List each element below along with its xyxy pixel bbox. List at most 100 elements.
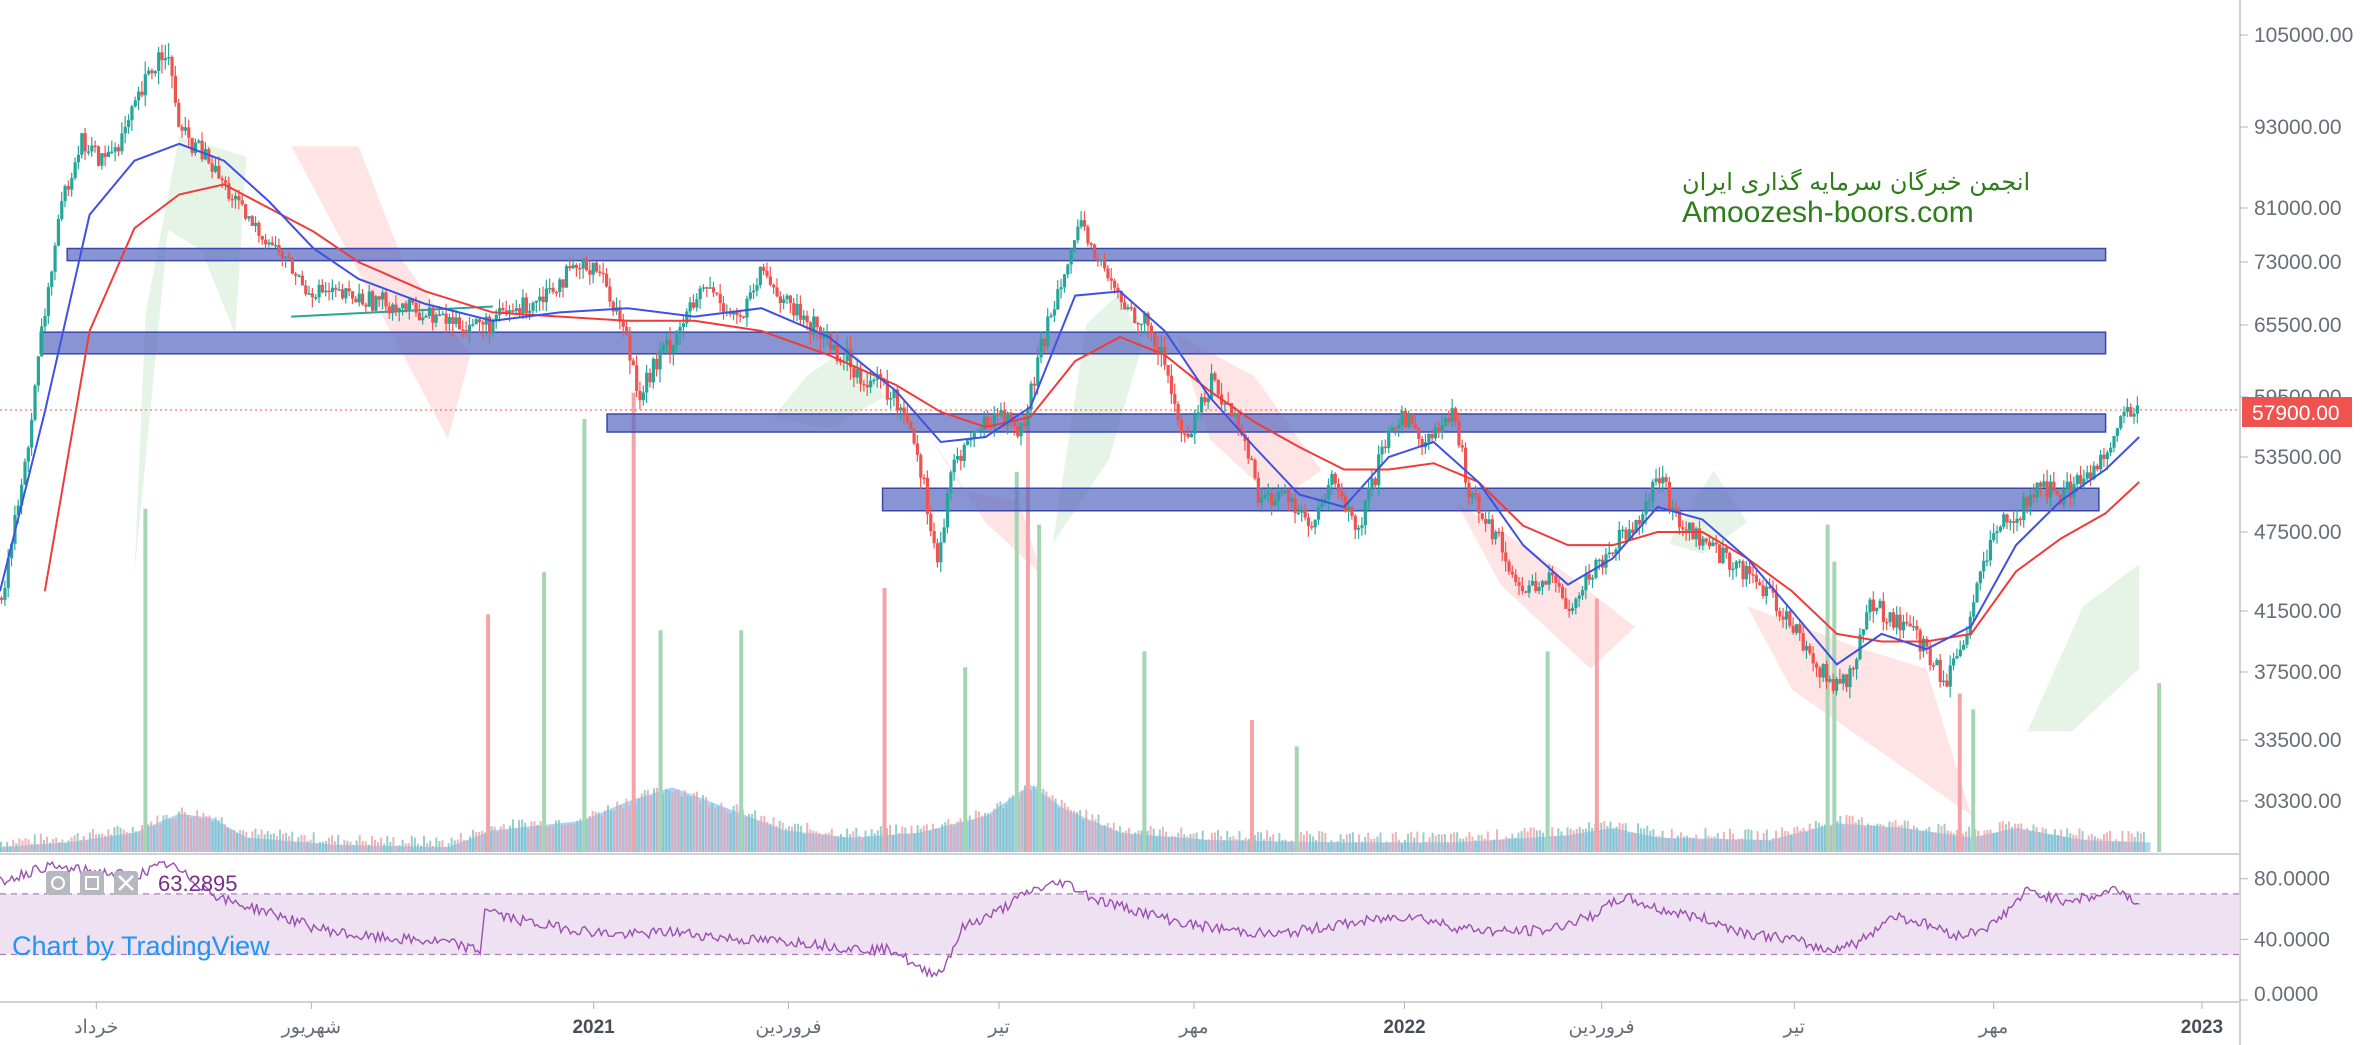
candle-body [521,297,525,313]
candle-body [1143,313,1147,324]
candle-body [1253,459,1257,479]
time-axis[interactable]: خرداد شهریور 2021 فروردین تیر مهر 2022 فروردین ت… [74,1002,2223,1038]
price-axis[interactable]: 105000.00 93000.00 81000.00 73000.00 65500.0… [2240,24,2353,813]
volume-bar [671,792,674,852]
volume-bar [815,831,818,852]
volume-bar [1578,826,1581,852]
candle-body [133,100,137,107]
volume-bar [1713,836,1716,852]
candle-body [354,298,358,303]
volume-bar [1229,836,1232,852]
candle-body [477,319,482,323]
candle-body [411,299,415,303]
volume-bar [1315,839,1318,852]
volume-bar [1535,830,1538,852]
candle-body [2135,405,2140,414]
volume-bar [1079,810,1082,852]
volume-bar [456,839,459,852]
candle-body [471,323,475,326]
volume-bar [453,840,456,852]
candle-body [1704,538,1708,542]
candle-body [1804,645,1809,651]
candle-body [1116,287,1120,292]
volume-bar [1198,839,1201,852]
settings-icon[interactable] [80,871,104,895]
volume-bar [1042,788,1045,852]
volume-bar [1621,823,1624,852]
volume-bar [656,787,659,852]
volume-bar [309,839,312,852]
volume-bar [1747,828,1750,852]
volume-bar [153,825,156,852]
volume-bar [821,834,824,852]
volume-bar [199,818,202,852]
volume-bar [1722,831,1725,852]
volume-bar [1118,826,1121,852]
volume-bar [1453,832,1456,852]
volume-spike [1249,720,1254,852]
volume-bar [245,832,248,852]
volume-bar [1385,841,1388,852]
volume-bar [2115,839,2118,852]
candle-body [1447,418,1451,422]
candle-body [524,297,528,313]
candle-body [2045,481,2049,498]
candle-body [1464,447,1468,483]
volume-bar [2139,833,2142,852]
volume-bar [88,832,91,852]
volume-bar [355,840,358,852]
candle-body [220,178,224,181]
candle-body [1614,549,1618,554]
candle-body [307,293,311,295]
volume-spike [1832,561,1837,852]
candle-body [1316,507,1321,520]
volume-bar [1082,819,1085,852]
volume-bar [600,815,603,852]
volume-bar [162,815,165,852]
candle-body [1056,289,1060,310]
volume-bar [42,839,45,852]
volume-bar [843,837,846,852]
volume-bar [1351,832,1354,852]
volume-bar [938,828,941,852]
volume-bar [73,835,76,852]
candle-body [223,180,228,184]
volume-bar [1640,828,1643,852]
candle-body [1925,638,1929,647]
volume-bar [272,833,275,852]
candle-body [912,428,916,444]
volume-bar [784,828,787,852]
volume-bar [1345,834,1348,852]
candle-body [621,321,625,327]
volume-bar [1863,827,1866,852]
volume-bar [1030,790,1033,852]
volume-bar [1054,798,1057,852]
volume-bar [1888,821,1891,852]
volume-bar [766,821,769,852]
price-tick-label: 73000.00 [2254,251,2342,274]
volume-bar [1210,832,1213,852]
volume-bar [1508,838,1511,852]
volume-bar [597,812,600,852]
volume-bar [432,845,435,852]
volume-bar [1373,838,1376,852]
close-icon[interactable] [114,871,138,895]
candle-body [150,70,154,74]
volume-bar [950,824,953,852]
candle-body [1263,494,1267,498]
candle-body [1113,280,1117,288]
candle-body [628,335,632,361]
candle-body [772,284,776,288]
volume-bar [1538,830,1541,852]
volume-bar [1551,827,1554,852]
candle-body [1240,427,1244,435]
volume-bar [85,840,88,852]
candle-body [1748,565,1752,575]
eye-icon[interactable] [46,871,70,895]
watermark-site: Amoozesh-boors.com [1682,196,1974,229]
volume-bar [168,818,171,852]
rsi-axis[interactable]: 80.0000 40.0000 0.0000 [2240,868,2330,1006]
tradingview-credit[interactable]: Chart by TradingView [12,931,270,961]
candle-body [2105,452,2109,460]
